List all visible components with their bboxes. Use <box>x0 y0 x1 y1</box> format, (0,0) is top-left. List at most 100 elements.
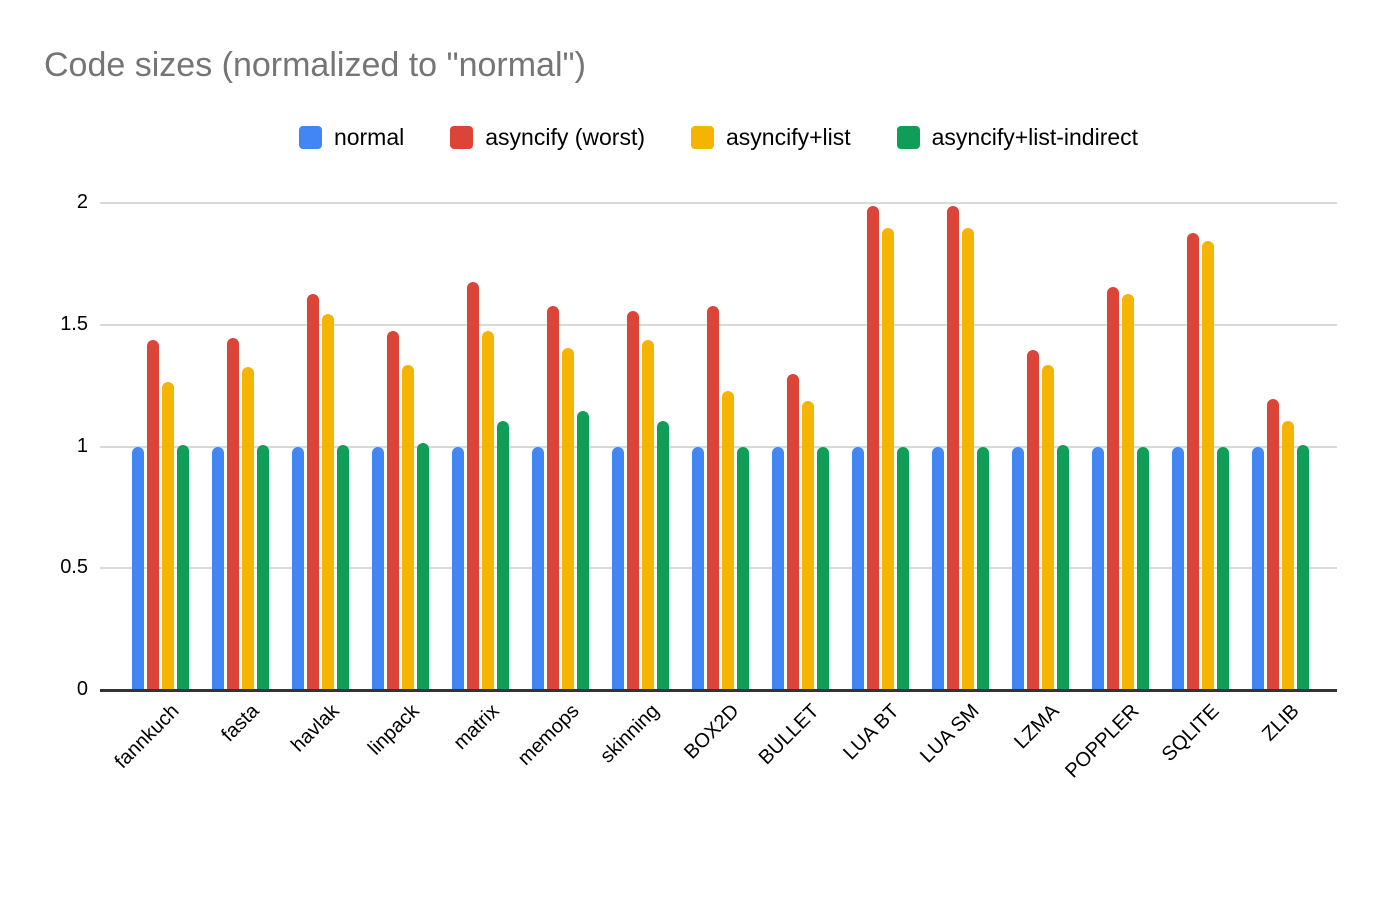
bar-asyncify-list-skinning <box>641 339 654 691</box>
bar-asyncify-list-indirect-box2d <box>736 446 749 691</box>
bar-asyncify-list-memops <box>561 347 574 691</box>
bar-normal-linpack <box>371 446 384 691</box>
bar-asyncify-list-linpack <box>401 364 414 691</box>
bar-group-memops <box>520 204 600 691</box>
gridline <box>100 323 1337 326</box>
bar-group-matrix <box>440 204 520 691</box>
legend: normal asyncify (worst) asyncify+list async… <box>100 124 1337 151</box>
bar-asyncify-list-indirect-skinning <box>656 420 669 691</box>
bar-asyncify-worst-zlib <box>1266 398 1279 691</box>
bar-asyncify-list-indirect-linpack <box>416 442 429 691</box>
bar-asyncify-list-indirect-poppler <box>1136 446 1149 691</box>
legend-label: asyncify+list <box>726 124 851 150</box>
bar-group-lzma <box>1000 204 1080 691</box>
y-tick-label: 1 <box>76 434 88 457</box>
bar-asyncify-worst-fasta <box>226 337 239 691</box>
bar-asyncify-worst-bullet <box>786 373 799 691</box>
bar-group-skinning <box>600 204 680 691</box>
bar-normal-matrix <box>451 446 464 691</box>
chart-canvas: Code sizes (normalized to "normal") norm… <box>44 46 1337 783</box>
bar-group-lua-sm <box>920 204 1000 691</box>
bar-group-fannkuch <box>120 204 200 691</box>
bar-asyncify-worst-lua-sm <box>946 205 959 691</box>
bar-normal-havlak <box>291 446 304 691</box>
bar-normal-lzma <box>1011 446 1024 691</box>
gridline <box>100 445 1337 448</box>
bar-asyncify-list-poppler <box>1121 293 1134 691</box>
bar-normal-poppler <box>1091 446 1104 691</box>
legend-swatch-normal <box>298 126 322 149</box>
bar-asyncify-list-lua-bt <box>881 227 894 691</box>
y-tick-label: 2 <box>76 191 88 213</box>
bar-normal-lua-sm <box>931 446 944 691</box>
bar-asyncify-list-indirect-fannkuch <box>176 444 189 691</box>
bar-asyncify-list-indirect-lzma <box>1056 444 1069 691</box>
bar-asyncify-worst-skinning <box>626 310 639 691</box>
bar-group-zlib <box>1240 204 1320 691</box>
bar-normal-fannkuch <box>131 446 144 691</box>
bar-asyncify-list-indirect-sqlite <box>1216 446 1229 691</box>
bar-asyncify-list-havlak <box>321 313 334 691</box>
legend-item-normal: normal <box>298 124 405 151</box>
bar-asyncify-list-indirect-fasta <box>256 444 269 691</box>
bar-asyncify-worst-poppler <box>1106 286 1119 691</box>
bar-normal-bullet <box>771 446 784 691</box>
y-tick-label: 0 <box>76 678 88 700</box>
bar-asyncify-list-fasta <box>241 366 254 691</box>
bar-asyncify-worst-lzma <box>1026 349 1039 691</box>
bar-asyncify-list-fannkuch <box>161 381 174 691</box>
plot-area: 0 0.5 1 1.5 2 fannkuch fasta havlak linpack matri… <box>60 191 1337 782</box>
bar-asyncify-worst-box2d <box>706 305 719 691</box>
bar-asyncify-list-box2d <box>721 390 734 691</box>
bar-group-bullet <box>760 204 840 691</box>
legend-swatch-asyncify-list <box>691 126 714 149</box>
bar-normal-memops <box>531 446 544 691</box>
bar-asyncify-list-indirect-zlib <box>1296 444 1309 691</box>
bar-asyncify-list-indirect-memops <box>576 410 589 691</box>
bar-asyncify-list-indirect-matrix <box>496 420 509 691</box>
bar-normal-fasta <box>211 446 224 691</box>
bar-asyncify-list-indirect-lua-bt <box>896 446 909 691</box>
legend-label: normal <box>333 124 405 150</box>
bar-asyncify-worst-sqlite <box>1186 232 1199 691</box>
gridline <box>100 567 1337 570</box>
bar-asyncify-list-zlib <box>1281 420 1294 691</box>
gridline <box>100 202 1337 204</box>
bar-normal-lua-bt <box>851 446 864 691</box>
bar-asyncify-worst-memops <box>546 305 559 691</box>
y-tick-label: 1.5 <box>60 312 88 335</box>
legend-swatch-asyncify-worst <box>450 126 474 149</box>
bar-asyncify-worst-linpack <box>386 330 399 691</box>
bar-asyncify-worst-lua-bt <box>866 205 879 691</box>
bar-asyncify-worst-fannkuch <box>146 339 159 691</box>
bar-group-linpack <box>360 204 440 691</box>
legend-item-asyncify-list-indirect: asyncify+list-indirect <box>896 124 1139 151</box>
bar-normal-skinning <box>611 446 624 691</box>
chart-title: Code sizes (normalized to "normal") <box>44 46 586 84</box>
legend-swatch-asyncify-list-indirect <box>896 126 920 149</box>
bar-group-poppler <box>1080 204 1160 691</box>
bar-normal-box2d <box>691 446 704 691</box>
bar-asyncify-list-lua-sm <box>961 227 974 691</box>
bar-asyncify-list-bullet <box>801 400 814 691</box>
bar-group-lua-bt <box>840 204 920 691</box>
bar-group-sqlite <box>1160 204 1240 691</box>
bar-asyncify-list-sqlite <box>1201 240 1214 691</box>
bar-asyncify-list-indirect-bullet <box>816 446 829 691</box>
legend-label: asyncify+list-indirect <box>931 124 1139 150</box>
bar-asyncify-worst-matrix <box>466 281 479 691</box>
y-tick-label: 0.5 <box>60 556 88 579</box>
bar-group-fasta <box>200 204 280 691</box>
bar-asyncify-list-indirect-havlak <box>336 444 349 691</box>
bar-normal-zlib <box>1251 446 1264 691</box>
legend-item-asyncify-list: asyncify+list <box>691 124 851 151</box>
bar-asyncify-worst-havlak <box>306 293 319 691</box>
bar-asyncify-list-matrix <box>481 330 494 691</box>
bar-asyncify-list-lzma <box>1041 364 1054 691</box>
bar-normal-sqlite <box>1171 446 1184 691</box>
bar-group-havlak <box>280 204 360 691</box>
bar-group-box2d <box>680 204 760 691</box>
legend-item-asyncify-worst: asyncify (worst) <box>450 124 645 151</box>
x-axis-line <box>100 689 1337 692</box>
legend-label: asyncify (worst) <box>485 124 645 150</box>
